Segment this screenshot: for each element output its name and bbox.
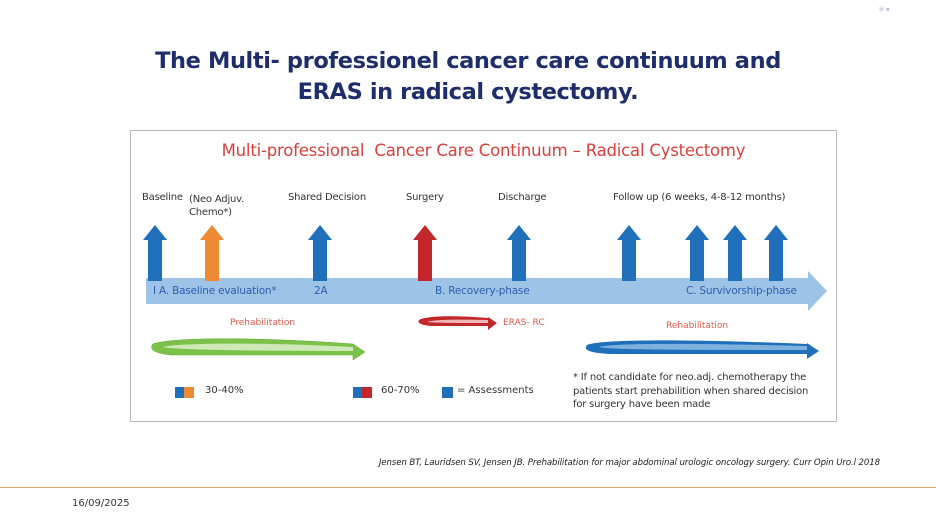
label-eras-rc: ERAS- RC <box>503 318 545 328</box>
legend-assessment-swatch <box>442 387 453 398</box>
label-baseline: Baseline <box>142 192 183 203</box>
label-rehabilitation: Rehabilitation <box>666 321 729 331</box>
legend-60-70: 60-70% <box>381 385 420 396</box>
baseline-arrow <box>143 225 167 281</box>
label-prehabilitation: Prehabilitation <box>230 318 296 328</box>
continuum-diagram <box>143 225 827 398</box>
phase-2a: 2A <box>314 285 328 297</box>
legend-blue-swatch-2 <box>353 387 362 398</box>
shared-decision-arrow <box>308 225 332 281</box>
follow-up-arrow-3 <box>723 225 747 281</box>
label-shared-decision: Shared Decision <box>288 192 366 203</box>
label-discharge: Discharge <box>498 192 547 203</box>
legend-orange-swatch <box>184 387 194 398</box>
legend-red-swatch <box>362 387 372 398</box>
phase-baseline-evaluation: I A. Baseline evaluation* <box>153 285 277 297</box>
discharge-arrow <box>507 225 531 281</box>
label-neo-adjuvant-line-2: Chemo*) <box>189 207 232 218</box>
phase-survivorship: C. Survivorship-phase <box>686 285 797 297</box>
citation: Jensen BT, Lauridsen SV, Jensen JB. Preh… <box>378 458 880 468</box>
care-continuum-figure: Multi-professional Cancer Care Continuum… <box>130 130 837 422</box>
phase-recovery: B. Recovery-phase <box>435 285 530 297</box>
label-neo-adjuvant-line-1: (Neo Adjuv. <box>189 194 245 205</box>
follow-up-arrow-2 <box>685 225 709 281</box>
rehabilitation-curve-highlight <box>599 343 807 350</box>
follow-up-arrow-4 <box>764 225 788 281</box>
label-neo-adjuvant: (Neo Adjuv. Chemo*) <box>189 193 244 219</box>
eras-curve <box>418 316 497 330</box>
surgery-arrow <box>413 225 437 281</box>
neo-adjuvant-arrow <box>200 225 224 281</box>
footer-divider <box>0 487 936 488</box>
slide-title: The Multi- professionel cancer care cont… <box>100 46 836 108</box>
eras-curve-highlight <box>427 319 488 323</box>
prehabilitation-curve-highlight <box>163 343 353 351</box>
slide-title-line-2: ERAS in radical cystectomy. <box>297 79 639 105</box>
slide-date: 16/09/2025 <box>72 498 130 509</box>
label-surgery: Surgery <box>406 192 444 203</box>
legend-30-40: 30-40% <box>205 385 244 396</box>
footnote-neo-adjuvant: * If not candidate for neo.adj. chemothe… <box>573 372 809 410</box>
follow-up-arrow-1 <box>617 225 641 281</box>
legend-assessments: = Assessments <box>457 385 534 396</box>
label-follow-up: Follow up (6 weeks, 4-8-12 months) <box>613 192 786 203</box>
corner-logo-mark: Ⓐ ≡ <box>879 7 890 13</box>
figure-title: Multi-professional Cancer Care Continuum… <box>221 141 746 160</box>
slide-title-line-1: The Multi- professionel cancer care cont… <box>155 48 781 74</box>
legend-blue-swatch-1 <box>175 387 184 398</box>
